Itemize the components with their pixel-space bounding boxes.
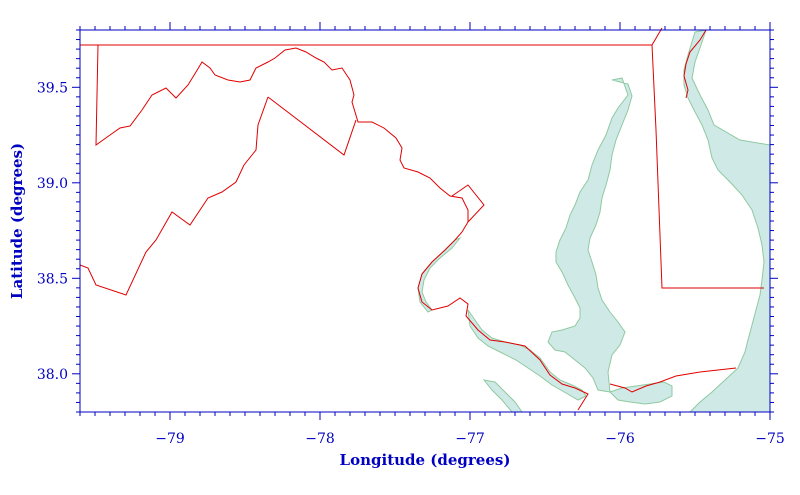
y-tick-label: 39.0 <box>37 176 68 192</box>
potomac-border <box>417 239 589 411</box>
x-tick-label: −78 <box>305 431 335 447</box>
wv-panhandle-border <box>79 96 269 296</box>
y-tick-label: 38.5 <box>37 271 68 287</box>
virginia-eastern-shore-border <box>609 367 737 393</box>
delaware-north-arc <box>683 29 707 99</box>
y-tick-label: 39.5 <box>37 80 68 96</box>
tick-labels: −79 −78 −77 −76 −75 39.5 39.0 38.5 38.0 <box>37 80 785 447</box>
wv-ridge-border <box>267 96 357 156</box>
x-tick-label: −77 <box>455 431 485 447</box>
chesapeake-bay <box>547 77 633 393</box>
dc-border <box>451 184 485 223</box>
y-axis-title: Latitude (degrees) <box>8 143 26 299</box>
x-tick-label: −76 <box>605 431 635 447</box>
state-borders <box>79 27 764 411</box>
delaware-border <box>651 27 764 289</box>
western-boundary <box>95 44 469 241</box>
x-tick-label: −75 <box>755 431 785 447</box>
sw-inlet <box>482 379 523 413</box>
plot-frame <box>79 29 771 413</box>
tick-marks <box>72 22 778 420</box>
y-tick-label: 38.0 <box>37 367 68 383</box>
tangier-sound <box>609 381 673 405</box>
water-layer <box>417 29 771 413</box>
x-axis-title: Longitude (degrees) <box>340 451 511 469</box>
x-tick-label: −79 <box>155 431 185 447</box>
plot-border <box>79 29 771 413</box>
atlantic-ocean <box>683 29 771 413</box>
potomac-upper <box>417 236 462 313</box>
